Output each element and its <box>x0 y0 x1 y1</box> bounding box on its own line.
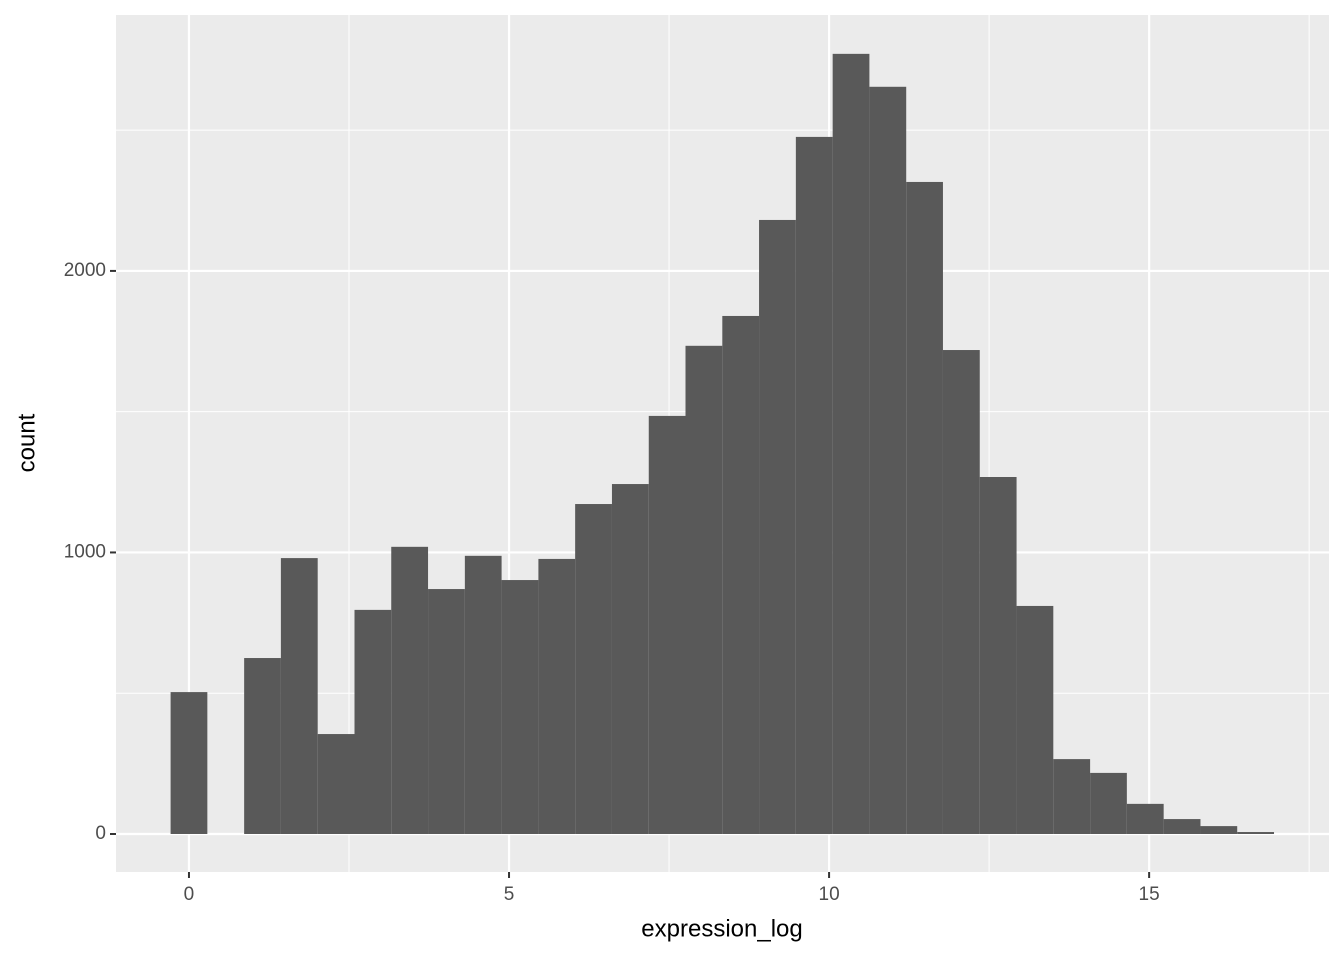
bar <box>611 484 649 834</box>
y-tick-label: 2000 <box>64 260 106 281</box>
bar <box>648 415 686 834</box>
bar <box>244 658 281 834</box>
bar <box>759 219 796 834</box>
bar <box>317 734 355 834</box>
bars <box>170 53 1275 834</box>
bar <box>1053 759 1091 834</box>
bar <box>1126 803 1164 834</box>
x-tick-label: 0 <box>184 884 195 905</box>
bar <box>575 504 612 834</box>
y-tick-label: 1000 <box>64 541 106 562</box>
bar <box>1200 826 1238 834</box>
x-tick-label: 15 <box>1139 884 1160 905</box>
bar <box>280 558 318 834</box>
bar <box>464 555 502 834</box>
y-axis-title: count <box>13 413 40 472</box>
x-tick-label: 5 <box>504 884 515 905</box>
bar <box>1237 832 1275 834</box>
x-tick-label: 10 <box>819 884 840 905</box>
bar <box>391 546 429 834</box>
bar <box>942 350 980 834</box>
bar <box>170 692 208 834</box>
bar <box>428 589 465 834</box>
bar <box>906 181 943 834</box>
y-tick-label: 0 <box>95 823 106 844</box>
bar <box>1163 819 1201 834</box>
bar <box>538 558 576 834</box>
bar <box>832 53 870 834</box>
bar <box>1016 605 1054 834</box>
bar <box>869 86 907 834</box>
bar <box>722 315 760 834</box>
bar <box>685 345 723 834</box>
bar <box>354 609 392 834</box>
bar <box>1090 772 1127 834</box>
axes: 0 5 10 15 0 1000 2000 <box>64 260 1160 905</box>
bar <box>979 477 1017 834</box>
x-axis-title: expression_log <box>641 915 802 942</box>
bar <box>501 580 539 834</box>
bar <box>795 136 833 834</box>
